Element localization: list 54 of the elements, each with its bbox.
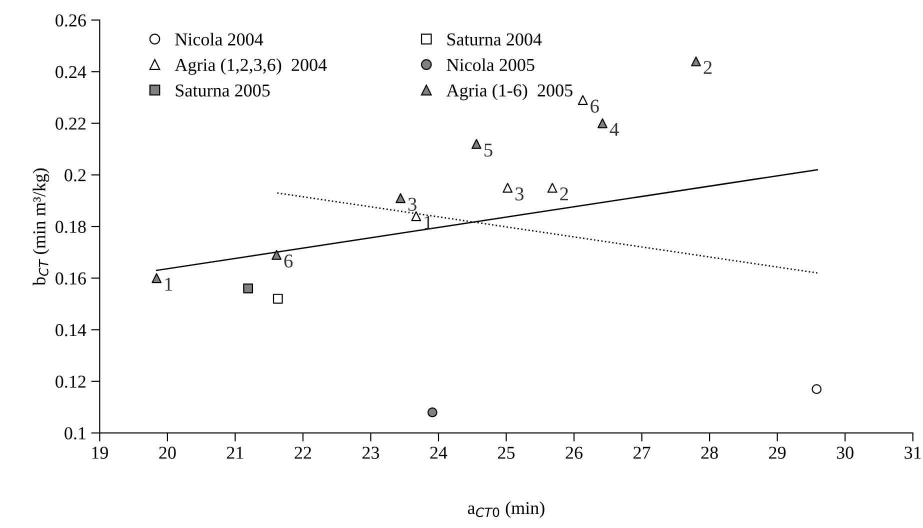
x-axis-title: a$_{CT0}$ (min) xyxy=(468,501,544,518)
x-tick-label: 29 xyxy=(769,446,786,459)
x-tick-label: 19 xyxy=(92,446,108,459)
y-tick-label: 0.26 xyxy=(56,14,86,27)
annotation: 4 xyxy=(610,122,619,136)
point xyxy=(427,407,438,418)
annotation: 6 xyxy=(284,254,293,268)
point xyxy=(152,273,162,284)
legend-label: Agria (1,2,3,6) 2004 xyxy=(174,58,327,75)
y-tick-label: 0.14 xyxy=(56,324,86,336)
annotation: 6 xyxy=(590,100,599,113)
annotation: 2 xyxy=(560,187,568,200)
point xyxy=(547,182,558,193)
point xyxy=(578,95,588,106)
legend-label: Saturna 2005 xyxy=(176,84,270,97)
x-tick-label: 25 xyxy=(498,446,515,459)
y-tick-label: 0.2 xyxy=(64,169,86,182)
y-tick-label: 0.22 xyxy=(56,118,86,130)
annotation: 2 xyxy=(704,60,712,74)
y-tick-label: 0.1 xyxy=(64,427,86,440)
point xyxy=(598,118,608,128)
x-tick-label: 30 xyxy=(836,446,854,459)
x-tick-label: 31 xyxy=(904,446,921,459)
point xyxy=(411,211,422,222)
y-axis-title: b$_{CT}$ (min m³/kg) xyxy=(32,168,50,286)
annotation: 3 xyxy=(515,187,524,200)
annotation: 1 xyxy=(165,278,172,291)
legend-label: Agria (1-6) 2005 xyxy=(446,84,572,100)
x-tick-label: 23 xyxy=(362,446,380,459)
point xyxy=(691,56,701,66)
point xyxy=(812,384,822,394)
y-tick-label: 0.12 xyxy=(56,376,86,388)
y-tick-label: 0.18 xyxy=(56,220,86,234)
point xyxy=(272,294,283,304)
x-tick-label: 20 xyxy=(159,446,176,459)
x-tick-label: 26 xyxy=(566,446,583,459)
x-tick-label: 21 xyxy=(226,446,244,459)
point xyxy=(243,284,254,294)
annotation: 5 xyxy=(484,144,492,157)
legend-label: Nicola 2005 xyxy=(446,58,534,72)
annotation: 3 xyxy=(408,198,416,211)
x-tick-label: 27 xyxy=(634,446,650,459)
point xyxy=(396,193,406,204)
y-tick-label: 0.16 xyxy=(56,272,86,285)
x-tick-label: 24 xyxy=(430,446,448,459)
y-tick-label: 0.24 xyxy=(56,66,86,78)
x-tick-label: 28 xyxy=(701,446,718,459)
x-tick-label: 22 xyxy=(294,446,312,459)
legend-label: Saturna 2004 xyxy=(447,33,542,46)
point xyxy=(472,138,482,149)
point xyxy=(502,182,513,193)
legend-label: Nicola 2004 xyxy=(175,32,264,46)
annotation: 1 xyxy=(424,216,432,229)
point xyxy=(272,250,282,260)
